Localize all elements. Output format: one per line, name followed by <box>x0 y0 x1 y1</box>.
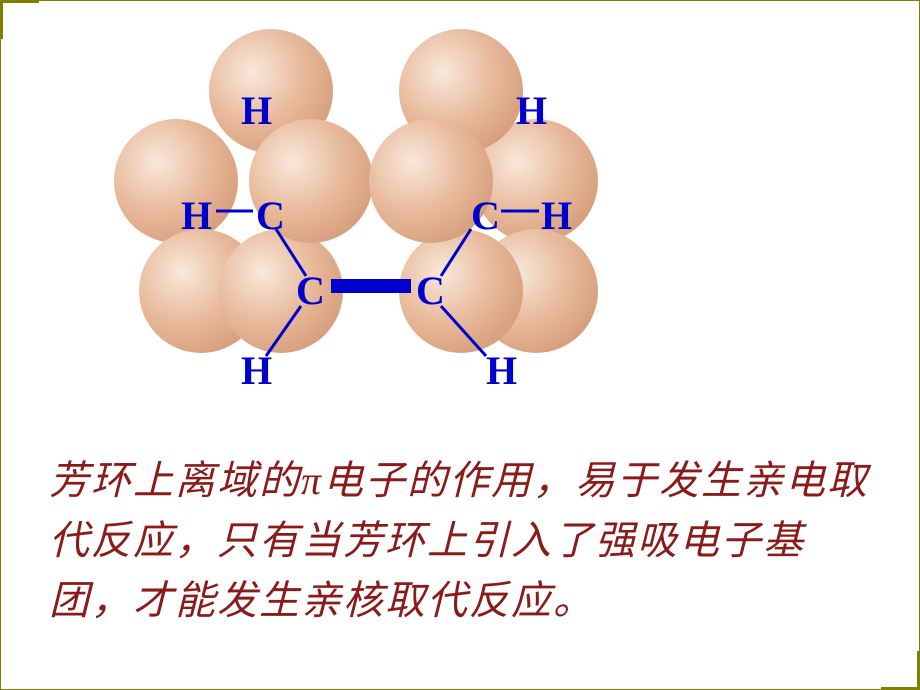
corner-br <box>881 651 919 689</box>
electron-cloud-spheres <box>141 31 591 431</box>
pi-electron-sphere <box>114 119 238 243</box>
pi-electron-sphere <box>249 119 373 243</box>
slide: HHHCCHCCHH 芳环上离域的π电子的作用，易于发生亲电取代反应，只有当芳环… <box>0 0 920 690</box>
pi-electron-sphere <box>369 119 493 243</box>
pi-electron-sphere <box>219 229 343 353</box>
corner-tl <box>1 1 39 39</box>
pi-electron-sphere <box>399 229 523 353</box>
benzene-diagram: HHHCCHCCHH <box>141 31 591 431</box>
caption-text: 芳环上离域的π电子的作用，易于发生亲电取代反应，只有当芳环上引入了强吸电子基团，… <box>49 451 871 631</box>
